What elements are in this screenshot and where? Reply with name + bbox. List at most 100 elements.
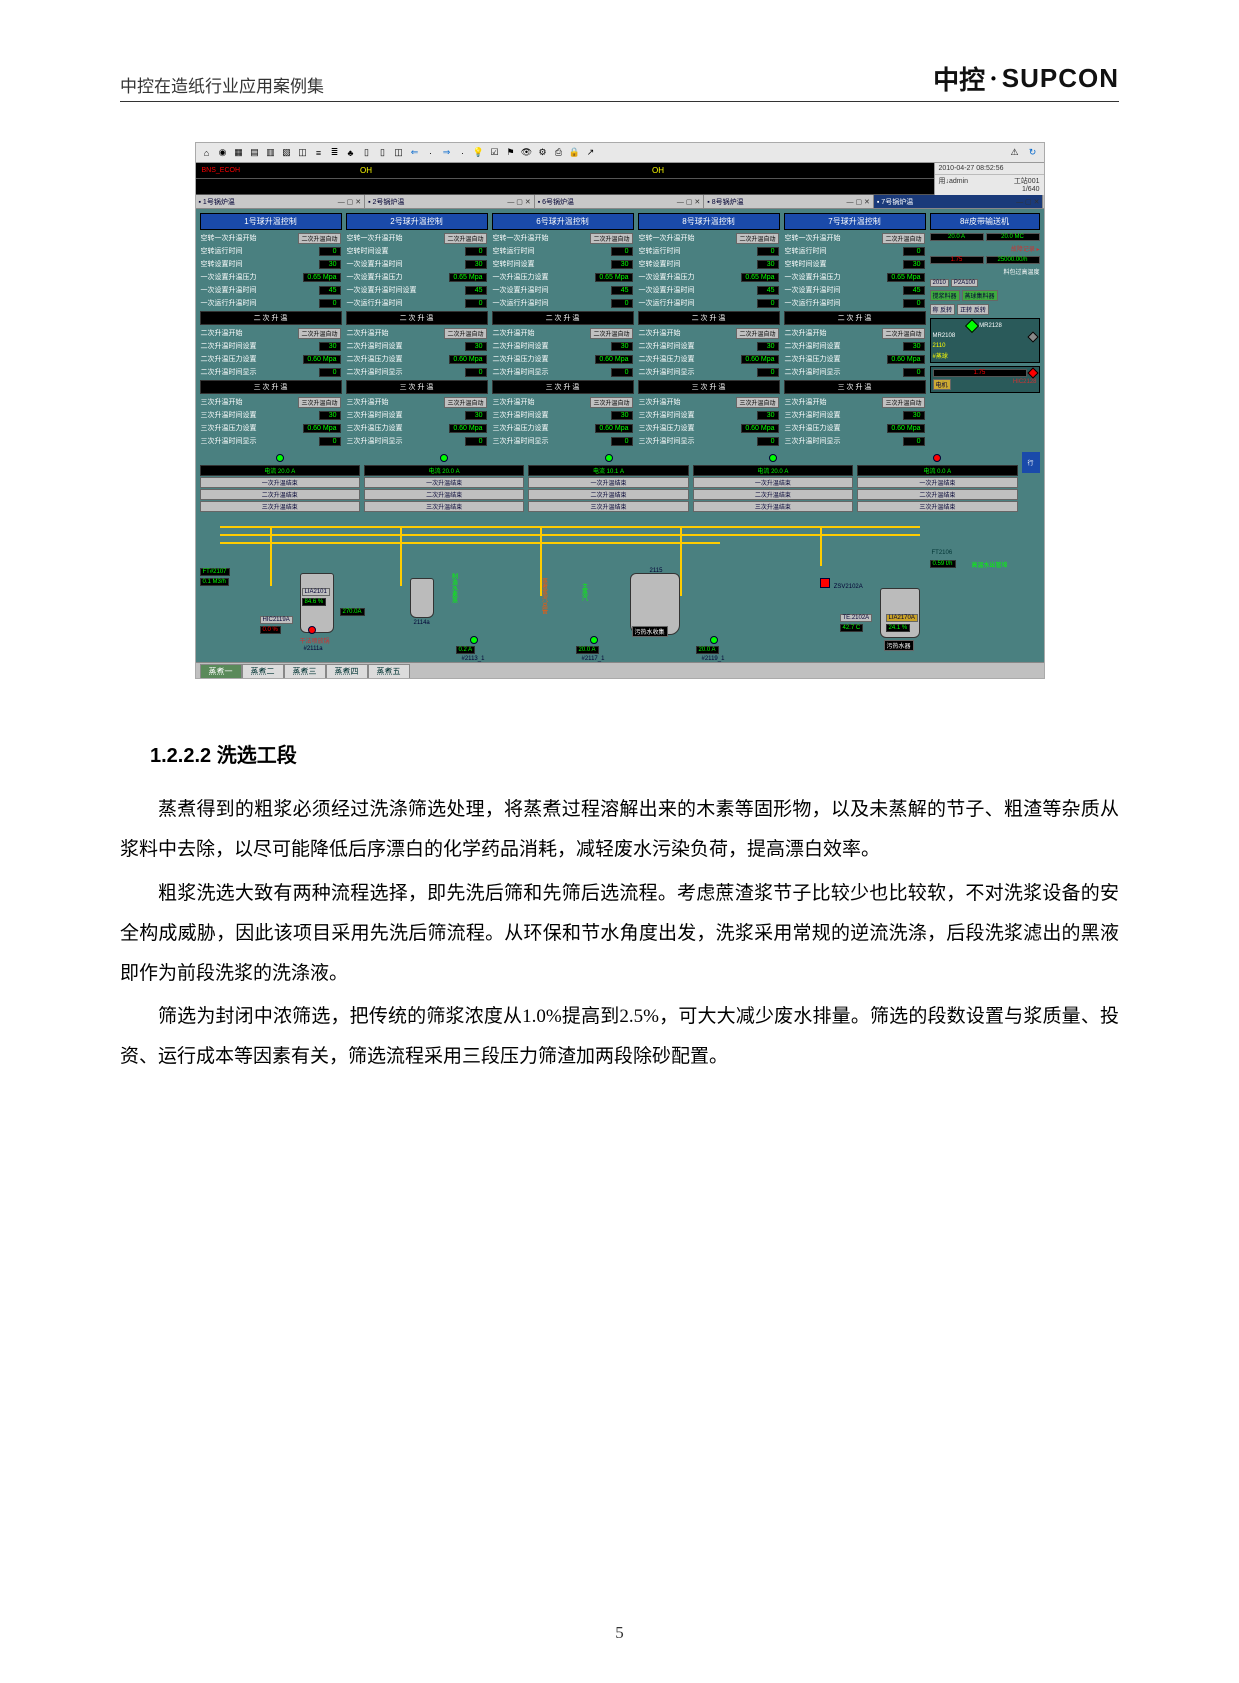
- below-val-0: 0.2 A: [456, 646, 476, 654]
- list-icon[interactable]: ▥: [264, 146, 278, 160]
- tag-hic2119a: HIC2119A: [260, 616, 293, 624]
- alarm-icon[interactable]: ⚠: [1008, 146, 1022, 160]
- param-btn[interactable]: 二次升温自动: [736, 233, 778, 244]
- tree-icon[interactable]: ♣: [344, 146, 358, 160]
- meter-col-0: 电流 20.0 A一次升温结束二次升温结束三次升温结束: [200, 452, 360, 512]
- lock-icon[interactable]: 🔒: [568, 146, 582, 160]
- param-btn[interactable]: 二次升温自动: [444, 233, 486, 244]
- bottom-tabs: 蒸煮一蒸煮二蒸煮三蒸煮四蒸煮五: [196, 662, 1044, 678]
- window-tab-3[interactable]: ▪ 8号锅炉温— ▢ ✕: [704, 195, 874, 208]
- ft-right-txt: 高温水出管埠: [972, 560, 1008, 569]
- param-btn[interactable]: 二次升温自动: [298, 233, 340, 244]
- fwd-icon[interactable]: ⇒: [440, 146, 454, 160]
- param-val: 30: [757, 411, 779, 420]
- window-tabs: ▪ 1号锅炉温— ▢ ✕▪ 2号锅炉温— ▢ ✕▪ 6号锅炉温— ▢ ✕▪ 8号…: [196, 195, 1044, 209]
- bottom-tab-4[interactable]: 蒸煮五: [368, 664, 410, 678]
- header-logo: 中控 · SUPCON: [933, 60, 1119, 97]
- pump1-lbl: 干法喷放锅: [298, 636, 332, 645]
- camera-icon[interactable]: ◫: [296, 146, 310, 160]
- param-btn[interactable]: 二次升温自动: [590, 328, 632, 339]
- param-btn[interactable]: 二次升温自动: [444, 328, 486, 339]
- bottom-tab-0[interactable]: 蒸煮一: [200, 664, 242, 678]
- param-val: 0: [319, 437, 341, 446]
- vessel-2114a: [410, 578, 434, 618]
- panel-title: 6号球升温控制: [492, 213, 634, 230]
- tag-lia2101: LIA2101: [302, 588, 330, 596]
- param-val: 0.65 Mpa: [741, 273, 778, 282]
- param-val: 0.65 Mpa: [595, 273, 632, 282]
- bottom-tab-2[interactable]: 蒸煮三: [284, 664, 326, 678]
- param-btn[interactable]: 二次升温自动: [298, 328, 340, 339]
- param-btn[interactable]: 二次升温自动: [882, 328, 924, 339]
- window-tab-1[interactable]: ▪ 2号锅炉温— ▢ ✕: [365, 195, 535, 208]
- chart-icon[interactable]: ▧: [280, 146, 294, 160]
- vtxt1: 制造水素蒸: [450, 573, 459, 603]
- param-btn[interactable]: 三次升温自动: [444, 397, 486, 408]
- vessel3-id: 2115: [648, 568, 665, 574]
- doc1-icon[interactable]: ▯: [360, 146, 374, 160]
- grid1-icon[interactable]: ▦: [232, 146, 246, 160]
- param-btn[interactable]: 二次升温自动: [736, 328, 778, 339]
- gear-icon[interactable]: ⚙: [536, 146, 550, 160]
- param-btn[interactable]: 三次升温自动: [590, 397, 632, 408]
- window-tab-4[interactable]: ▪ 7号锅炉温— ▢ ✕: [874, 195, 1044, 208]
- param-val: 30: [757, 342, 779, 351]
- export-icon[interactable]: ↗: [584, 146, 598, 160]
- print-icon[interactable]: ⎙: [552, 146, 566, 160]
- section-no: 1.2.2.2: [150, 745, 211, 767]
- param-val: 0: [903, 437, 925, 446]
- param-val: 0: [319, 247, 341, 256]
- tag-ft2107-val: 0.1 M3/h: [200, 578, 229, 586]
- bottom-tab-3[interactable]: 蒸煮四: [326, 664, 368, 678]
- boiler-panel-4: 7号球升温控制 空转一次升温开始二次升温自动空转运行时间0空转时间设置30一次设…: [784, 213, 926, 446]
- param-btn[interactable]: 三次升温自动: [298, 397, 340, 408]
- motor-dot-icon: [605, 454, 613, 462]
- meter-col-4: 电流 0.0 A一次升温结束二次升温结束三次升温结束: [857, 452, 1017, 512]
- refresh-icon[interactable]: ↻: [1026, 146, 1040, 160]
- window-tab-0[interactable]: ▪ 1号锅炉温— ▢ ✕: [196, 195, 366, 208]
- bottom-tab-1[interactable]: 蒸煮二: [242, 664, 284, 678]
- motor-dot-icon: [769, 454, 777, 462]
- pump1-id: #2111a: [302, 646, 325, 652]
- bars-icon[interactable]: ≡: [312, 146, 326, 160]
- vtxt2: 蒸煮蒸汽总管: [540, 578, 549, 614]
- param-val: 0.60 Mpa: [449, 355, 486, 364]
- window-tab-2[interactable]: ▪ 6号锅炉温— ▢ ✕: [535, 195, 705, 208]
- param-btn[interactable]: 三次升温自动: [736, 397, 778, 408]
- back-icon[interactable]: ⇐: [408, 146, 422, 160]
- bulb-icon[interactable]: 💡: [472, 146, 486, 160]
- meter-col-2: 电流 10.1 A一次升温结束二次升温结束三次升温结束: [528, 452, 688, 512]
- param-val: 0: [757, 437, 779, 446]
- param-val: 0: [319, 368, 341, 377]
- current-readout: 电流 20.0 A: [200, 465, 360, 476]
- meter-col-3: 电流 20.0 A一次升温结束二次升温结束三次升温结束: [693, 452, 853, 512]
- dot-icon[interactable]: ·: [424, 146, 438, 160]
- para-2: 筛选为封闭中浓筛选，把传统的筛浆浓度从1.0%提高到2.5%，可大大减少废水排量…: [120, 997, 1119, 1077]
- param-btn[interactable]: 二次升温自动: [590, 233, 632, 244]
- dot2-icon[interactable]: ·: [456, 146, 470, 160]
- param-val: 30: [465, 411, 487, 420]
- param-btn[interactable]: 三次升温自动: [882, 397, 924, 408]
- binoc-icon[interactable]: 👁: [520, 146, 534, 160]
- param-val: 30: [903, 411, 925, 420]
- flag-icon[interactable]: ⚑: [504, 146, 518, 160]
- param-val: 30: [611, 342, 633, 351]
- db-icon[interactable]: ◫: [392, 146, 406, 160]
- check-icon[interactable]: ☑: [488, 146, 502, 160]
- doc2-icon[interactable]: ▯: [376, 146, 390, 160]
- logo-dot: ·: [989, 64, 998, 94]
- section-title: 1.2.2.2 洗选工段: [150, 739, 1119, 768]
- band3: 三 次 升 温: [346, 380, 488, 394]
- zsv-valve: ZSV2102A: [820, 578, 865, 590]
- param-val: 0: [611, 437, 633, 446]
- motor-dot-icon: [440, 454, 448, 462]
- alarm-strip2: [196, 179, 1044, 195]
- globe-icon[interactable]: ◉: [216, 146, 230, 160]
- home-icon[interactable]: ⌂: [200, 146, 214, 160]
- param-btn[interactable]: 二次升温自动: [882, 233, 924, 244]
- panel-title: 7号球升温控制: [784, 213, 926, 230]
- boiler-panel-0: 1号球升温控制 空转一次升温开始二次升温自动空转运行时间0空转设置时间30一次设…: [200, 213, 342, 446]
- grid2-icon[interactable]: ▤: [248, 146, 262, 160]
- bars2-icon[interactable]: ≣: [328, 146, 342, 160]
- below-val-2: 20.0 A: [696, 646, 719, 654]
